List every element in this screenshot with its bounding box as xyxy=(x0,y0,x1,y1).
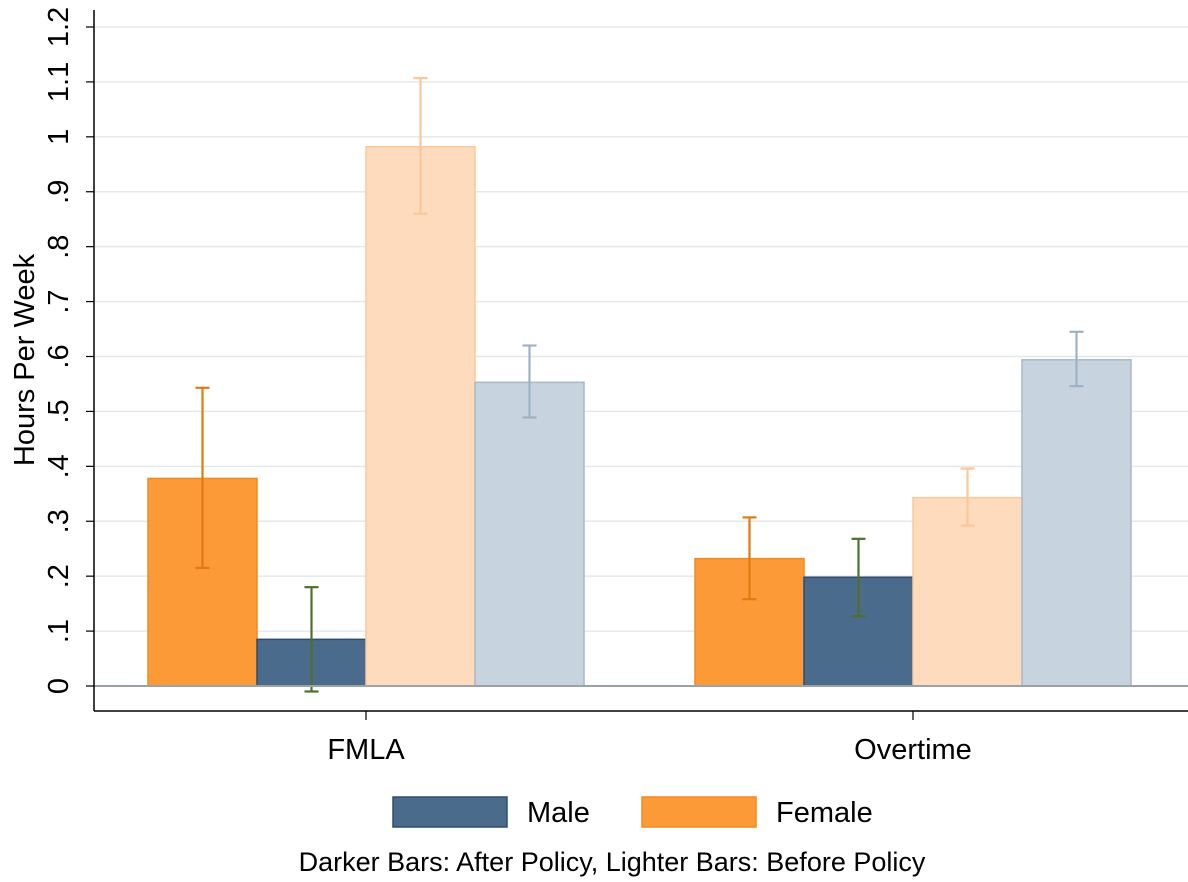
axes xyxy=(93,10,1188,712)
y-tick-label: 1.1 xyxy=(43,62,75,102)
y-tick-label: .7 xyxy=(43,289,75,313)
y-axis-title: Hours Per Week xyxy=(9,253,41,466)
error-bars xyxy=(195,76,1084,693)
gridlines xyxy=(94,26,1188,632)
y-tick-label: 1 xyxy=(43,129,75,145)
y-tick-label: .3 xyxy=(43,509,75,533)
y-tick-label: .5 xyxy=(43,399,75,423)
x-category-label: FMLA xyxy=(327,734,405,766)
legend: Male Female xyxy=(392,796,873,829)
bar-3-1 xyxy=(1021,359,1132,687)
x-category-labels: FMLA Overtime xyxy=(327,711,972,766)
error-bar-2-0 xyxy=(413,76,428,215)
error-bar-2-1 xyxy=(960,467,975,527)
bars xyxy=(147,145,1132,687)
y-tick-label: .2 xyxy=(43,564,75,588)
error-bar-1-0 xyxy=(304,586,319,693)
chart-note: Darker Bars: After Policy, Lighter Bars:… xyxy=(299,847,926,877)
x-category-label: Overtime xyxy=(854,734,972,766)
error-bar-0-1 xyxy=(742,516,757,601)
y-tick-label: .4 xyxy=(43,454,75,478)
y-tick-label: .9 xyxy=(43,180,75,204)
error-bar-3-0 xyxy=(522,344,537,419)
bar-3-0 xyxy=(474,381,585,687)
y-tick-label: 0 xyxy=(43,678,75,694)
y-tick-label: .8 xyxy=(43,235,75,259)
bar-2-0 xyxy=(365,145,476,687)
legend-swatch xyxy=(641,796,757,828)
error-bar-0-0 xyxy=(195,386,210,570)
y-tick-label: 1.2 xyxy=(43,7,75,47)
error-bar-1-1 xyxy=(851,537,866,618)
error-bar-3-1 xyxy=(1069,330,1084,388)
legend-swatch xyxy=(392,796,508,828)
y-tick-labels: 0 .1 .2 .3 .4 .5 .6 .7 .8 .9 1 1.1 1.2 xyxy=(43,7,94,694)
y-tick-label: .6 xyxy=(43,344,75,368)
legend-label: Female xyxy=(776,797,873,829)
y-tick-label: .1 xyxy=(43,619,75,643)
legend-label: Male xyxy=(527,797,590,829)
